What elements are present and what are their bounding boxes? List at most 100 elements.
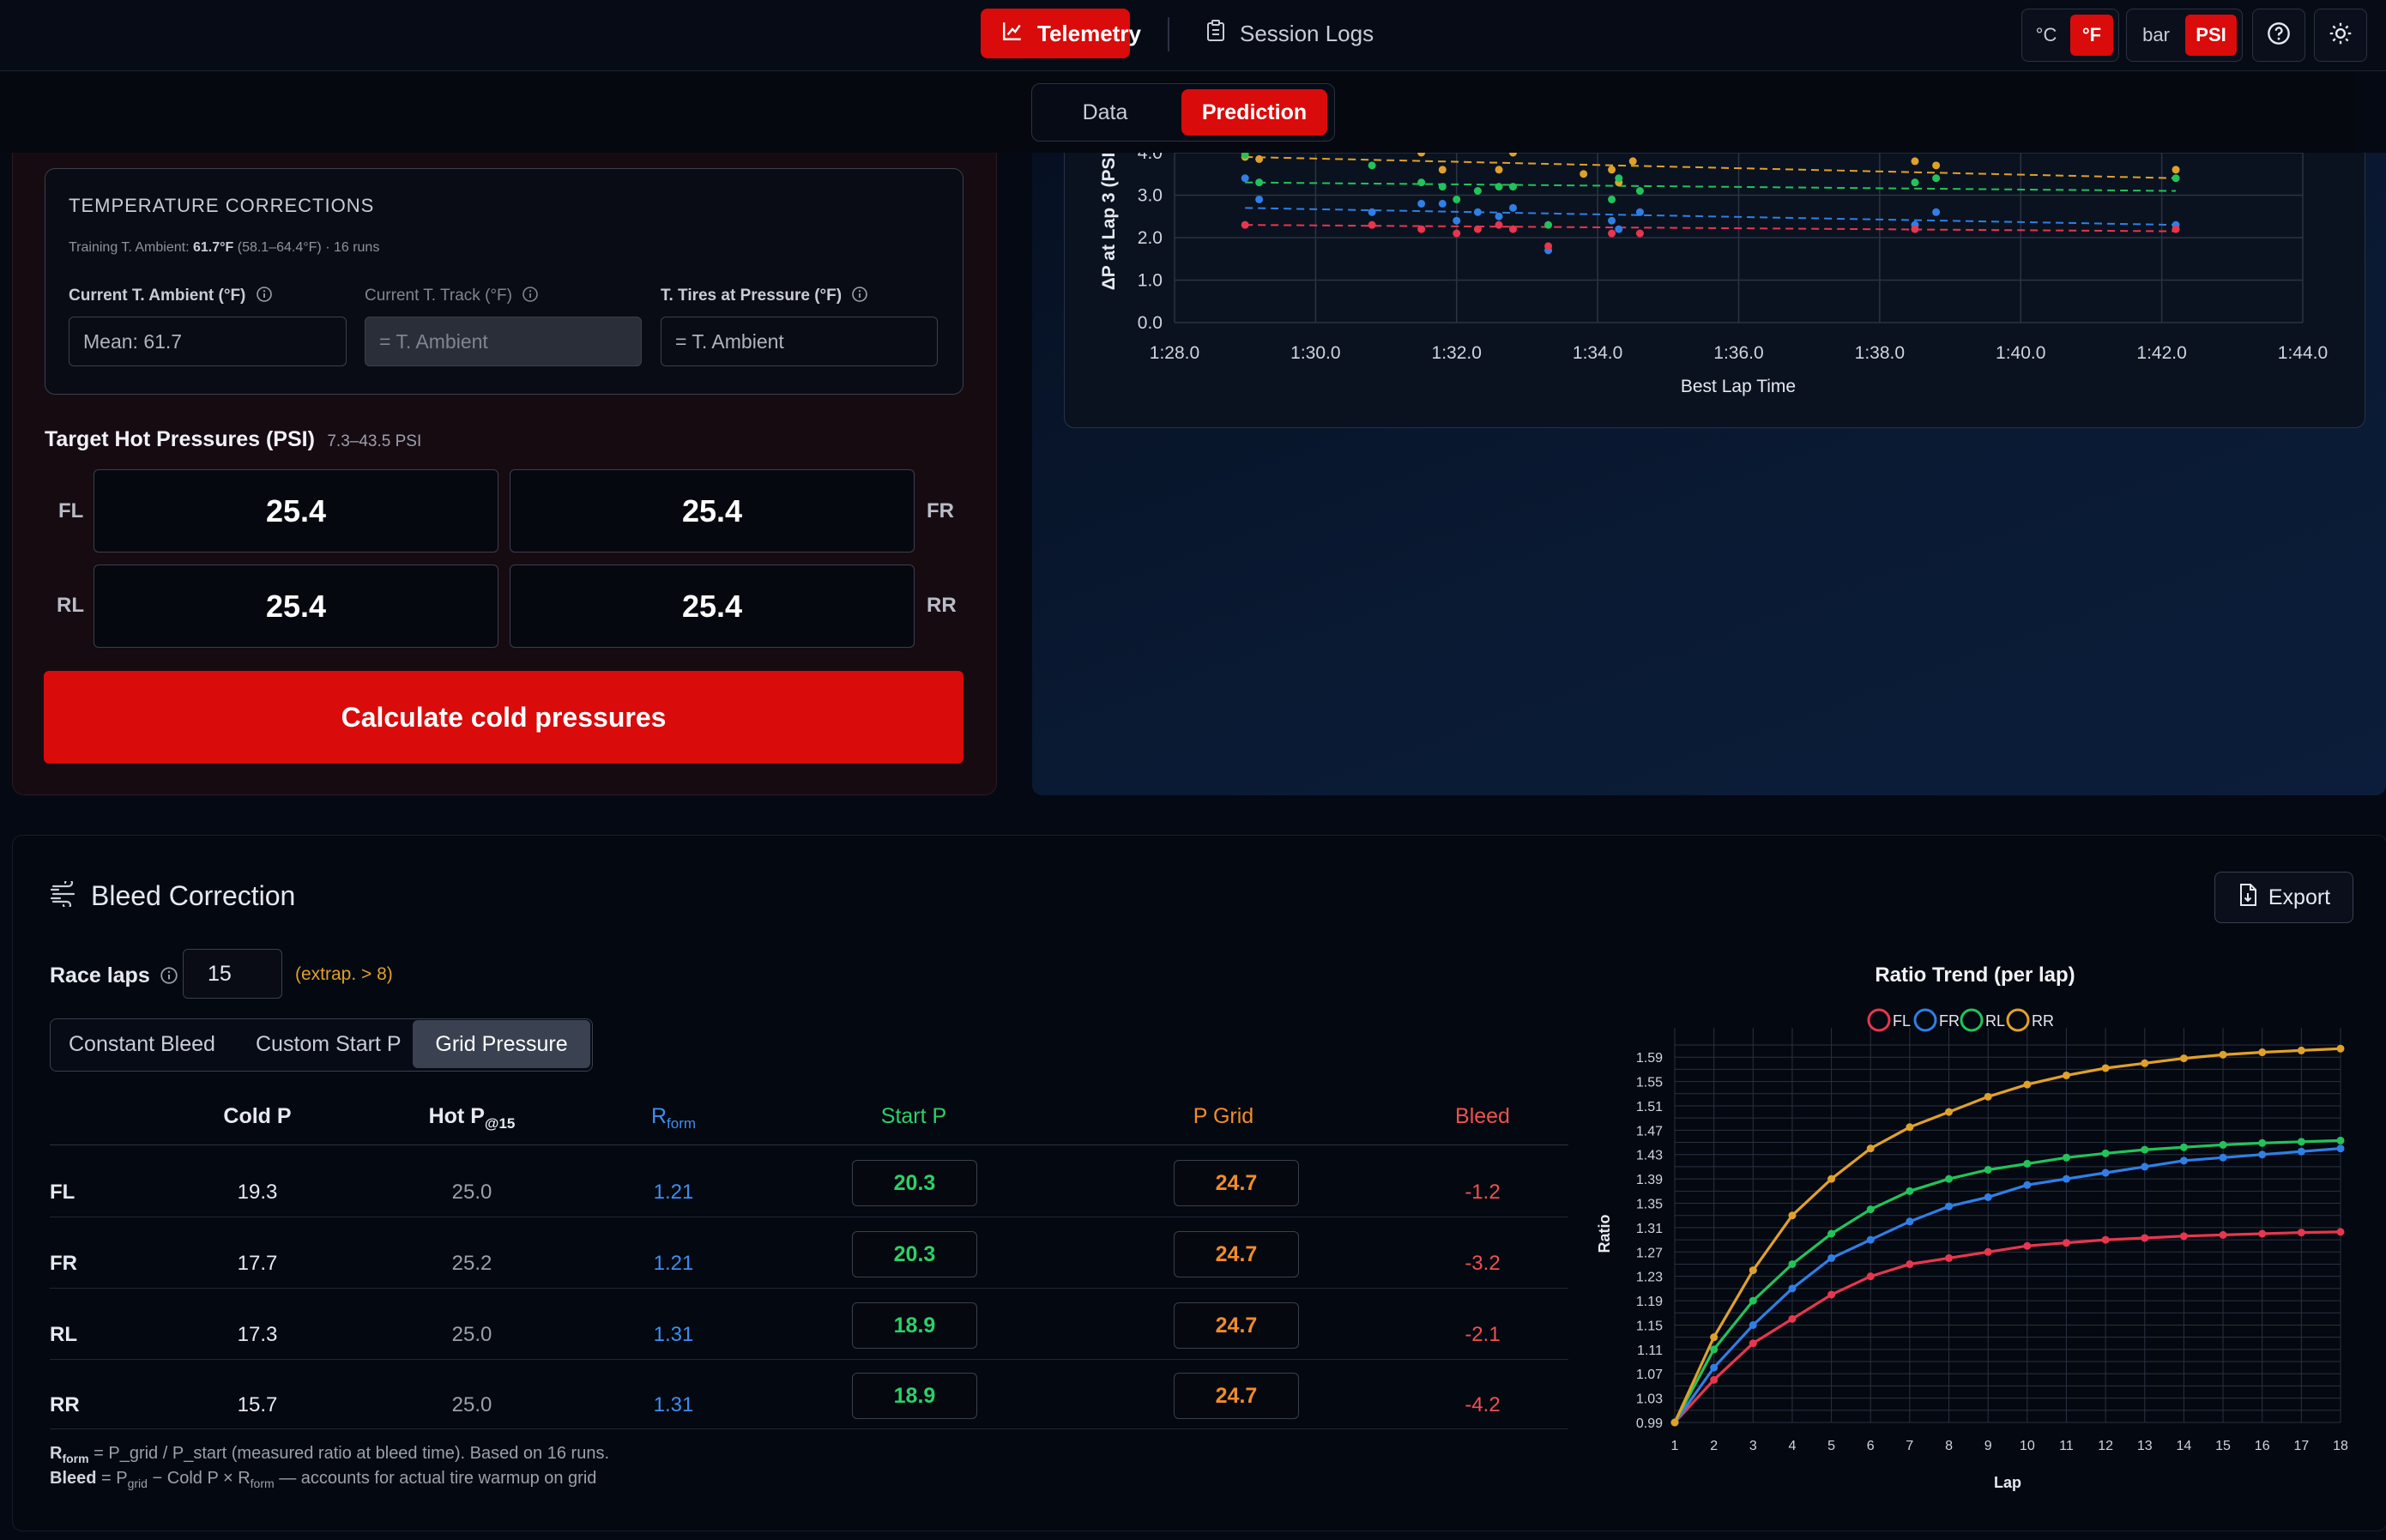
row-p-grid-input[interactable]: 24.7: [1174, 1231, 1299, 1277]
row-cold-p: 17.7: [237, 1252, 278, 1275]
scatter-point-rl: [1473, 187, 1482, 196]
mode-constant-bleed[interactable]: Constant Bleed: [69, 1032, 215, 1056]
tab-data[interactable]: Data: [1082, 100, 1128, 124]
unit-celsius-button[interactable]: °C: [2035, 24, 2057, 45]
data-point-fr: [2258, 1150, 2267, 1159]
bleed-note-c: − Cold P × R: [147, 1469, 251, 1488]
scatter-point-fl: [1241, 220, 1249, 229]
mode-grid-pressure[interactable]: Grid Pressure: [413, 1020, 590, 1068]
x-tick-label: 10: [2020, 1439, 2035, 1453]
race-laps-input[interactable]: 15: [183, 949, 282, 999]
data-point-fr: [2297, 1147, 2305, 1156]
race-laps-label: Race laps: [50, 963, 178, 991]
x-tick-label: 8: [1945, 1439, 1953, 1453]
unit-fahrenheit-button[interactable]: °F: [2070, 15, 2113, 56]
fl-target-input[interactable]: 25.4: [94, 469, 498, 553]
scatter-point-fr: [1615, 225, 1623, 233]
x-tick-label: 16: [2255, 1439, 2270, 1453]
tab-telemetry-label: Telemetry: [1037, 20, 1141, 46]
calculate-button[interactable]: Calculate cold pressures: [44, 671, 963, 764]
chart-line-icon: [1001, 20, 1024, 48]
data-point-rr: [2219, 1050, 2227, 1059]
scatter-point-rr: [1911, 157, 1919, 166]
row-p-grid-input[interactable]: 24.7: [1174, 1302, 1299, 1349]
data-point-rr: [1984, 1092, 1992, 1101]
export-button[interactable]: Export: [2214, 872, 2353, 923]
y-tick-label: 1.31: [1636, 1222, 1663, 1236]
rl-label: RL: [57, 594, 84, 617]
scatter-point-rl: [1544, 220, 1553, 229]
y-tick-label: 1.27: [1636, 1246, 1663, 1260]
rr-target-input[interactable]: 25.4: [510, 565, 915, 648]
data-point-fl: [2062, 1239, 2070, 1247]
row-start-p-input[interactable]: 20.3: [852, 1231, 977, 1277]
scatter-point-rl: [1932, 174, 1941, 183]
track-input[interactable]: = T. Ambient: [365, 317, 642, 366]
info-icon[interactable]: [256, 286, 273, 308]
info-icon[interactable]: [160, 966, 178, 991]
data-point-rl: [2023, 1159, 2032, 1168]
info-icon[interactable]: [522, 286, 539, 308]
fr-target-input[interactable]: 25.4: [510, 469, 915, 553]
export-label: Export: [2268, 885, 2331, 909]
help-button[interactable]: [2252, 9, 2305, 62]
row-divider: [50, 1359, 1568, 1360]
scatter-point-fr: [1495, 212, 1503, 220]
data-point-fr: [2023, 1181, 2032, 1189]
scatter-point-fr: [1473, 208, 1482, 216]
row-start-p-input[interactable]: 18.9: [852, 1373, 977, 1419]
row-start-p-input[interactable]: 18.9: [852, 1302, 977, 1349]
rform-note-symbol: R: [50, 1444, 63, 1463]
tab-session-logs[interactable]: Session Logs: [1205, 9, 1374, 58]
scatter-trend-line: [1245, 207, 2177, 226]
scatter-x-tick: 1:36.0: [1713, 343, 1763, 363]
data-point-rr: [2101, 1064, 2110, 1072]
tab-prediction[interactable]: Prediction: [1181, 89, 1327, 136]
scatter-point-fr: [1608, 216, 1616, 225]
x-tick-label: 5: [1827, 1439, 1835, 1453]
scatter-trend-line: [1245, 155, 2177, 179]
temperature-unit-toggle: °C °F: [2021, 9, 2119, 62]
scatter-point-rr: [1509, 153, 1517, 157]
scatter-y-label: ΔP at Lap 3 (PSI: [1099, 153, 1119, 290]
col-p-grid: P Grid: [1193, 1104, 1254, 1128]
row-cold-p: 15.7: [237, 1393, 278, 1416]
unit-psi-button[interactable]: PSI: [2185, 15, 2237, 56]
tab-telemetry[interactable]: Telemetry: [981, 9, 1141, 58]
mode-custom-start[interactable]: Custom Start P: [256, 1032, 402, 1056]
scatter-trend-line: [1245, 224, 2177, 233]
row-bleed: -1.2: [1465, 1181, 1501, 1204]
scatter-point-fl: [2172, 225, 2180, 233]
col-hot-p-text: Hot P: [428, 1104, 485, 1128]
data-point-rr: [1710, 1333, 1719, 1342]
scatter-point-fr: [1255, 195, 1264, 203]
data-point-rr: [1749, 1266, 1757, 1275]
data-point-fr: [2219, 1153, 2227, 1162]
data-point-rr: [2258, 1048, 2267, 1057]
data-point-rl: [1710, 1345, 1719, 1354]
scatter-x-tick: 1:42.0: [2136, 343, 2186, 363]
training-ambient-info: Training T. Ambient: 61.7°F (58.1–64.4°F…: [69, 240, 379, 256]
ambient-input[interactable]: Mean: 61.7: [69, 317, 347, 366]
data-point-fl: [1749, 1339, 1757, 1348]
tires-input[interactable]: = T. Ambient: [661, 317, 938, 366]
scatter-point-fr: [1438, 199, 1447, 208]
scatter-x-tick: 1:44.0: [2278, 343, 2328, 363]
data-point-fl: [2141, 1234, 2149, 1242]
rl-target-input[interactable]: 25.4: [94, 565, 498, 648]
row-p-grid-input[interactable]: 24.7: [1174, 1160, 1299, 1206]
scatter-point-rl: [1453, 195, 1461, 203]
info-icon[interactable]: [851, 286, 868, 308]
unit-bar-button[interactable]: bar: [2142, 24, 2170, 45]
x-tick-label: 2: [1710, 1439, 1718, 1453]
track-label-text: Current T. Track (°F): [365, 287, 512, 305]
row-divider: [50, 1428, 1568, 1429]
theme-toggle-button[interactable]: [2314, 9, 2367, 62]
legend-marker-rl: [1960, 1008, 1984, 1032]
scatter-point-rl: [2172, 174, 2180, 183]
file-export-icon: [2238, 883, 2258, 913]
row-cold-p: 19.3: [237, 1181, 278, 1204]
row-start-p-input[interactable]: 20.3: [852, 1160, 977, 1206]
legend-marker-fl: [1867, 1008, 1891, 1032]
row-p-grid-input[interactable]: 24.7: [1174, 1373, 1299, 1419]
